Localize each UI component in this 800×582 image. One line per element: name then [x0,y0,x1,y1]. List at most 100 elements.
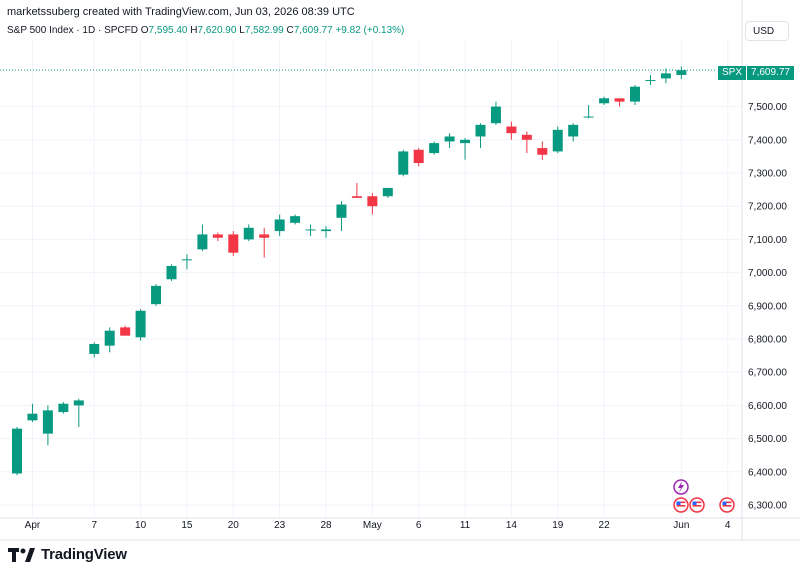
open-value: 7,595.40 [148,25,188,36]
x-tick-label: 28 [320,520,332,531]
candle [104,327,115,353]
y-tick-label: 6,900.00 [748,301,787,312]
us-flag-icon[interactable] [689,497,705,513]
candle [660,68,671,84]
flag-stripe [676,505,686,507]
candle-body [521,134,532,140]
candle-body [135,310,146,338]
symbol-name: S&P 500 Index · 1D · SPCFD [7,25,138,36]
candle [367,192,378,215]
candle-body [321,229,331,232]
candle [630,85,640,105]
candle [243,224,254,242]
flag-stripe [676,501,686,504]
candle [228,231,239,256]
x-tick-label: 15 [181,520,193,531]
x-tick-label: 7 [91,520,97,531]
time-axis[interactable]: Apr 7 10 15 20 23 28 May 6 11 14 19 22 Jun 4 [0,517,800,541]
flag-canton [692,501,697,505]
last-price-tag: SPX 7,609.77 [718,66,794,80]
candle-body [104,330,115,346]
x-tick-label: 20 [228,520,240,531]
candle-body [336,204,347,218]
candle [181,254,192,270]
event-markers[interactable] [673,479,735,513]
y-tick-label: 6,400.00 [748,467,787,478]
candle-body [506,126,517,134]
tradingview-logo[interactable]: TradingView [8,546,127,563]
candle [135,309,146,341]
x-tick-label: Apr [25,520,41,531]
brand-name: TradingView [41,546,127,563]
candle [614,98,625,107]
candle [120,325,131,336]
price-axis[interactable]: 6,300.00 6,400.00 6,500.00 6,600.00 6,700.00… [741,0,787,540]
candle-body [660,73,671,79]
x-tick-label: 10 [135,520,147,531]
lightning-icon[interactable] [673,479,689,495]
candle-body [475,124,486,137]
candle-body [614,98,625,102]
candle [321,226,331,238]
candle-body [228,234,239,253]
y-tick-label: 7,300.00 [748,169,787,180]
candle-body [413,149,424,164]
candle-body [305,229,316,231]
y-tick-label: 6,800.00 [748,335,787,346]
low-label: L [239,25,245,36]
y-tick-label: 6,500.00 [748,434,787,445]
candle-body [583,116,594,118]
candle-body [351,196,362,198]
candle-body [181,259,192,261]
candle-body [645,80,656,82]
candle [460,138,471,160]
candle-body [552,129,563,152]
price-tag-value: 7,609.77 [746,66,794,80]
candle-body [89,343,100,354]
candle [645,75,656,86]
y-tick-label: 7,100.00 [748,235,787,246]
candle [336,201,347,232]
candle [12,426,22,476]
candle [490,101,501,125]
lightning-bolt [678,481,684,493]
x-tick-label: 19 [552,520,564,531]
candle-body [398,151,409,175]
flag-canton [676,501,681,505]
candle-body [259,234,270,238]
close-label: C [286,25,294,36]
us-flag-icon[interactable] [673,497,689,513]
candle [259,227,270,258]
candle-body [490,106,501,124]
x-tick-label: Jun [673,520,689,531]
candle [382,187,393,198]
candle-body [243,227,254,240]
candle-body [676,70,687,75]
price-tag-symbol: SPX [718,66,747,80]
candle [583,104,594,119]
candle [197,224,208,252]
high-label: H [190,25,198,36]
flag-canton [722,501,727,505]
candle [429,141,440,155]
close-value: 7,609.77 [293,25,333,36]
candle-body [151,285,162,305]
candle [599,96,610,105]
currency-button[interactable]: USD [745,21,789,41]
candle [521,131,532,154]
us-flag-icon[interactable] [719,497,735,513]
candle [58,402,69,414]
candle-body [166,265,177,280]
x-tick-label: 14 [506,520,518,531]
grid-lines [0,40,742,518]
candle-body [630,86,640,102]
candle-body [444,136,455,142]
candle [305,224,316,237]
candle-body [429,143,440,154]
tradingview-logo-icon [8,547,35,562]
candle-body [73,400,84,406]
change-value: +9.82 (+0.13%) [335,25,405,36]
high-value: 7,620.90 [197,25,237,36]
